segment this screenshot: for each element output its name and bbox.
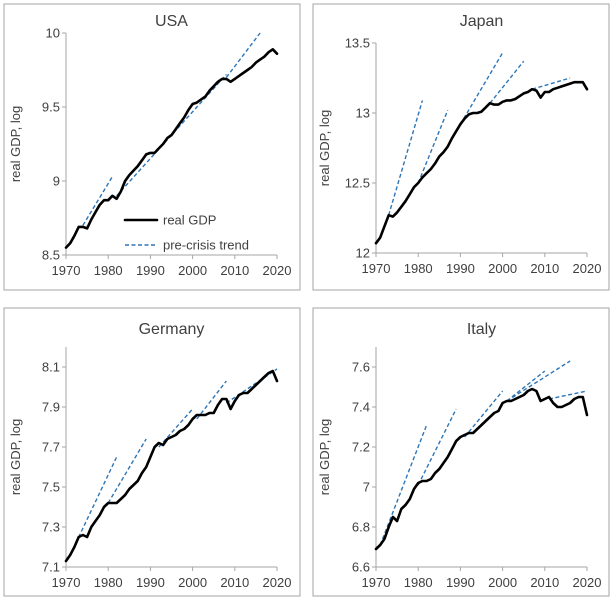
usa-x-tick-label: 1990 — [136, 263, 165, 278]
usa-x-tick-label: 2000 — [178, 263, 207, 278]
germany-title: Germany — [139, 321, 205, 338]
italy-x-tick-label: 1990 — [446, 575, 475, 590]
japan-trend-line — [459, 52, 504, 125]
japan-y-tick-label: 13 — [356, 106, 370, 121]
italy-y-tick-label: 7 — [363, 480, 370, 495]
japan-trend-line — [489, 60, 525, 104]
italy-frame — [312, 307, 610, 597]
japan-x-tick-label: 2010 — [530, 261, 559, 276]
japan-panel: 12 12.5 13 13.5 1970 1980 1990 2000 2010 2020 Japa… — [312, 3, 610, 291]
japan-trend-line — [531, 77, 571, 90]
japan-x-tick-label: 1970 — [362, 261, 391, 276]
italy-y-tick-label: 7.6 — [352, 360, 370, 375]
germany-y-tick-label: 7.3 — [42, 520, 60, 535]
japan-title: Japan — [460, 13, 504, 30]
italy-x-tick-label: 2000 — [488, 575, 517, 590]
japan-x-tick-label: 2020 — [573, 261, 602, 276]
italy-y-tick-label: 7.4 — [352, 400, 370, 415]
italy-trend-line — [464, 390, 504, 438]
italy-y-tick-label: 7.2 — [352, 440, 370, 455]
italy-y-tick-label: 6.8 — [352, 520, 370, 535]
japan-frame — [312, 3, 610, 291]
usa-legend: real GDP pre-crisis trend — [123, 213, 249, 253]
usa-gdp-line — [64, 47, 279, 249]
usa-x-tick-label: 1980 — [94, 263, 123, 278]
usa-y-axis-title: real GDP, log — [8, 106, 23, 182]
usa-x-tick-label: 2020 — [263, 263, 292, 278]
italy-trend-line — [506, 370, 546, 402]
japan-x-tick-label: 1990 — [446, 261, 475, 276]
italy-x-tick-label: 2010 — [530, 575, 559, 590]
usa-y-tick-label: 9.5 — [42, 100, 60, 115]
usa-y-tick-label: 10 — [46, 26, 60, 41]
germany-trend-line — [158, 408, 194, 448]
usa-y-tick-label: 8.5 — [42, 248, 60, 263]
usa-title: USA — [155, 13, 188, 30]
germany-trend-line — [225, 368, 278, 404]
germany-y-tick-label: 7.7 — [42, 440, 60, 455]
germany-x-tick-label: 2000 — [178, 575, 207, 590]
usa-frame — [3, 3, 301, 291]
usa-x-tick-label: 2010 — [220, 263, 249, 278]
germany-trend-line — [69, 456, 118, 556]
legend-gdp-label: real GDP — [163, 213, 216, 228]
usa-trend-line — [225, 32, 261, 78]
germany-x-tick-label: 2020 — [263, 575, 292, 590]
japan-y-tick-label: 12.5 — [345, 176, 370, 191]
germany-y-tick-label: 7.1 — [42, 560, 60, 575]
italy-gdp-line — [374, 387, 589, 551]
germany-x-tick-label: 1980 — [94, 575, 123, 590]
japan-y-axis-title: real GDP, log — [317, 110, 332, 186]
japan-y-tick-label: 13.5 — [345, 36, 370, 51]
germany-x-tick-label: 1970 — [52, 575, 81, 590]
usa-panel: 8.5 9 9.5 10 1970 1980 1990 2000 2010 2020 USA real… — [3, 3, 301, 291]
germany-y-tick-label: 7.5 — [42, 480, 60, 495]
italy-trend-line — [379, 424, 428, 546]
japan-gdp-line — [374, 80, 589, 245]
japan-x-tick-label: 1980 — [404, 261, 433, 276]
japan-y-tick-label: 12 — [356, 246, 370, 261]
italy-trend-line — [417, 408, 457, 486]
germany-x-tick-label: 1990 — [136, 575, 165, 590]
legend-trend-label: pre-crisis trend — [163, 238, 249, 253]
germany-y-axis-title: real GDP, log — [8, 419, 23, 495]
japan-trend-line — [387, 100, 424, 216]
germany-x-tick-label: 2010 — [220, 575, 249, 590]
usa-x-tick-label: 1970 — [52, 263, 81, 278]
italy-x-tick-label: 1970 — [362, 575, 391, 590]
germany-y-tick-label: 8.1 — [42, 360, 60, 375]
italy-trend-line — [506, 360, 571, 402]
usa-trend-line — [82, 176, 114, 226]
germany-y-tick-label: 7.9 — [42, 400, 60, 415]
italy-title: Italy — [467, 321, 496, 338]
italy-panel: 6.6 6.8 7 7.2 7.4 7.6 1970 1980 1990 2000 2010 2020… — [312, 307, 610, 597]
germany-trend-line — [196, 380, 227, 420]
germany-trend-line — [107, 438, 147, 504]
italy-y-axis-title: real GDP, log — [317, 419, 332, 495]
italy-y-tick-label: 6.6 — [352, 560, 370, 575]
usa-y-tick-label: 9 — [53, 174, 60, 189]
japan-x-tick-label: 2000 — [488, 261, 517, 276]
italy-x-tick-label: 2020 — [573, 575, 602, 590]
japan-trend-line — [417, 109, 449, 184]
italy-x-tick-label: 1980 — [404, 575, 433, 590]
germany-gdp-line — [64, 369, 279, 563]
germany-panel: 7.1 7.3 7.5 7.7 7.9 8.1 1970 1980 1990 2000 2010 20… — [3, 307, 301, 597]
